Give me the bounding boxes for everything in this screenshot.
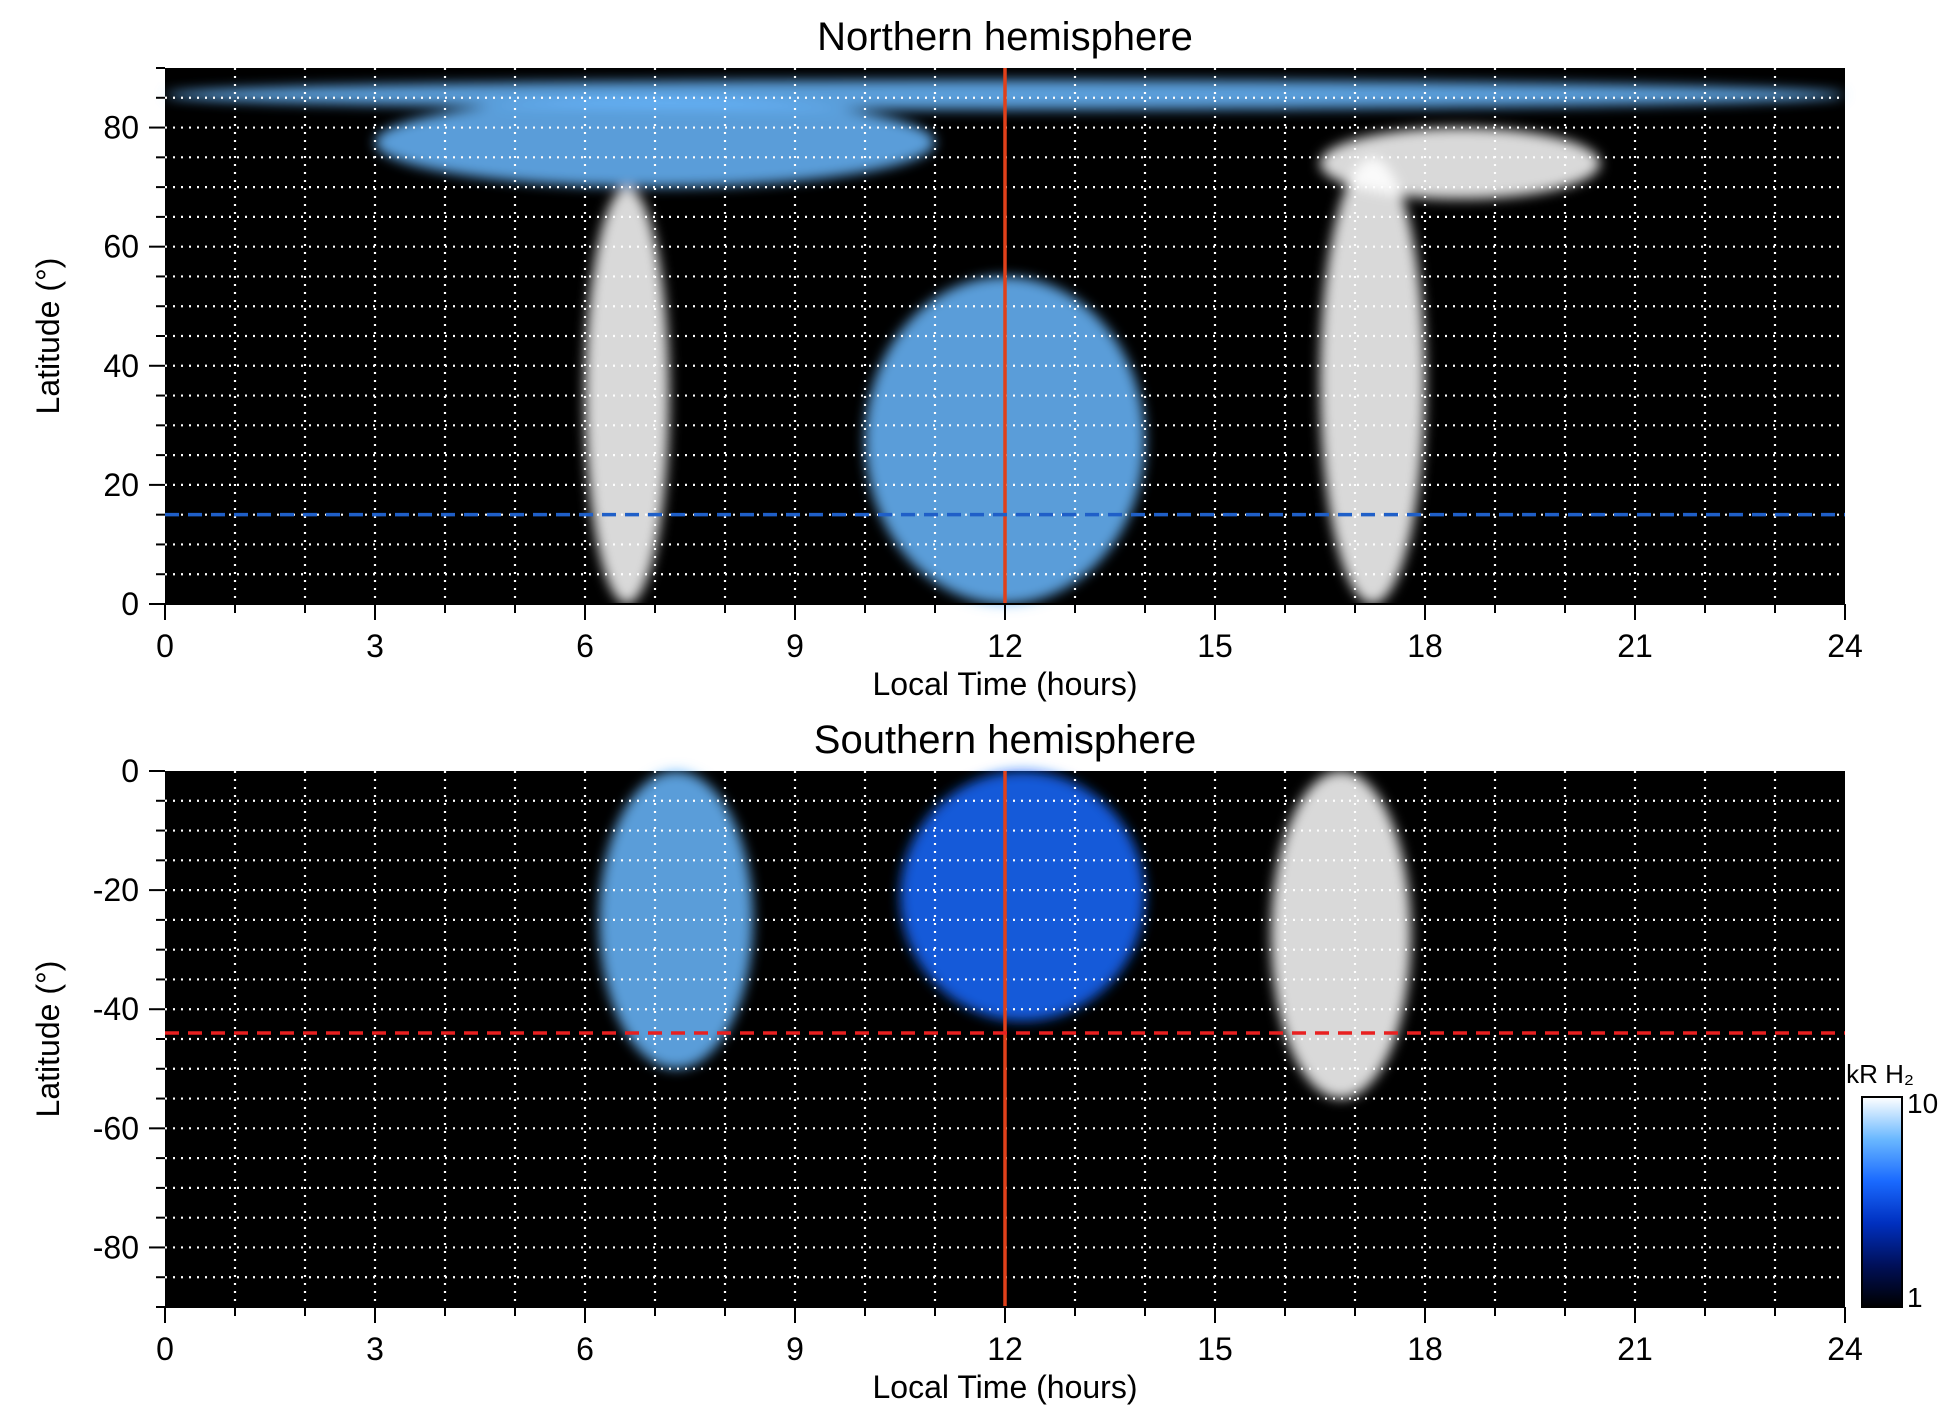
- emission-region: [1271, 771, 1411, 1099]
- x-axis-label: Local Time (hours): [873, 666, 1138, 702]
- emission-region: [599, 771, 753, 1069]
- y-axis: 0 20 40 60 80: [103, 67, 165, 622]
- y-tick-label: 0: [121, 753, 139, 789]
- x-tick-label: 12: [987, 1331, 1023, 1367]
- y-tick-label: -80: [93, 1229, 139, 1265]
- emission-layer: [599, 771, 1411, 1099]
- northern-hemisphere-panel: Northern hemisphere Local Time (hours) L…: [30, 15, 1863, 702]
- x-tick-label: 12: [987, 628, 1023, 664]
- x-axis: 0 3 6 9 12 15 18 21 24: [156, 603, 1863, 664]
- x-axis: 0 3 6 9 12 15 18 21 24: [156, 1306, 1863, 1367]
- y-axis-label: Latitude (°): [30, 961, 66, 1118]
- x-tick-label: 24: [1827, 1331, 1863, 1367]
- panel-title: Northern hemisphere: [817, 15, 1193, 59]
- colorbar-label: kR H₂: [1846, 1059, 1914, 1089]
- x-tick-label: 9: [786, 628, 804, 664]
- emission-region: [1320, 157, 1425, 605]
- x-tick-label: 9: [786, 1331, 804, 1367]
- y-tick-label: 60: [103, 229, 139, 265]
- colorbar: kR H₂ 10 1: [1846, 1059, 1938, 1313]
- y-tick-label: -40: [93, 991, 139, 1027]
- y-tick-label: 0: [121, 586, 139, 622]
- x-tick-label: 0: [156, 1331, 174, 1367]
- colorbar-max-label: 10: [1907, 1088, 1938, 1119]
- x-tick-label: 6: [576, 1331, 594, 1367]
- southern-hemisphere-panel: Southern hemisphere Local Time (hours) L…: [30, 718, 1863, 1405]
- y-tick-label: 40: [103, 348, 139, 384]
- x-axis-label: Local Time (hours): [873, 1369, 1138, 1405]
- x-tick-label: 6: [576, 628, 594, 664]
- x-tick-label: 3: [366, 1331, 384, 1367]
- x-tick-label: 0: [156, 628, 174, 664]
- x-tick-label: 15: [1197, 628, 1233, 664]
- y-tick-label: -20: [93, 872, 139, 908]
- y-axis-label: Latitude (°): [30, 258, 66, 415]
- x-tick-label: 18: [1407, 1331, 1443, 1367]
- emission-region: [1320, 127, 1600, 200]
- x-tick-label: 18: [1407, 628, 1443, 664]
- x-tick-label: 3: [366, 628, 384, 664]
- y-axis: 0 -20 -40 -60 -80: [93, 753, 165, 1308]
- x-tick-label: 15: [1197, 1331, 1233, 1367]
- x-tick-label: 21: [1617, 1331, 1653, 1367]
- colorbar-gradient: [1861, 1096, 1903, 1308]
- x-tick-label: 24: [1827, 628, 1863, 664]
- colorbar-min-label: 1: [1907, 1282, 1923, 1313]
- y-tick-label: 80: [103, 110, 139, 146]
- x-tick-label: 21: [1617, 628, 1653, 664]
- y-tick-label: 20: [103, 467, 139, 503]
- y-tick-label: -60: [93, 1110, 139, 1146]
- emission-region: [585, 187, 669, 605]
- panel-title: Southern hemisphere: [814, 718, 1196, 762]
- emission-region: [900, 771, 1145, 1022]
